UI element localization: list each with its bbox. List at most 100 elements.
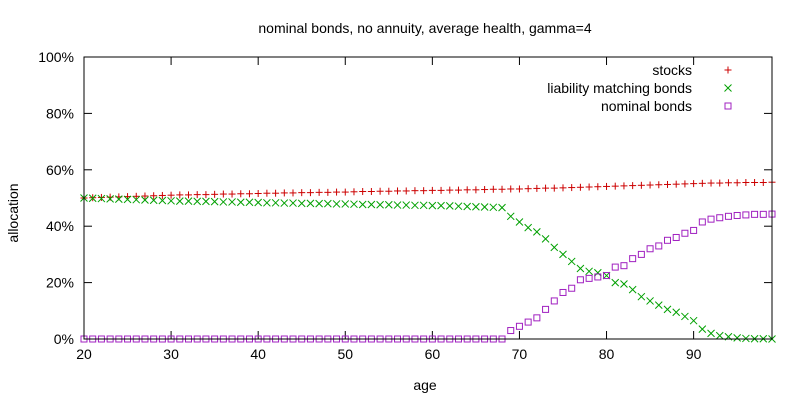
- stocks-point: [611, 182, 619, 190]
- liability-matching-bonds-point: [402, 201, 411, 209]
- legend: stocks liability matching bonds nominal bo…: [547, 62, 732, 114]
- stocks-point: [629, 182, 637, 190]
- liability-matching-bonds-point: [445, 202, 454, 210]
- nominal-bonds-point: [620, 262, 628, 270]
- liability-matching-bonds-point: [141, 196, 149, 204]
- stocks-point: [132, 192, 140, 200]
- stocks-point: [437, 186, 445, 194]
- liability-matching-bonds-point: [97, 194, 106, 203]
- liability-matching-bonds-point: [236, 198, 245, 207]
- y-axis-label: allocation: [5, 183, 21, 242]
- liability-matching-bonds-point: [245, 198, 254, 207]
- liability-matching-bonds-point: [167, 196, 175, 205]
- stocks-point: [306, 189, 314, 197]
- nominal-bonds-point: [742, 211, 750, 219]
- stocks-point: [167, 191, 175, 199]
- nominal-bonds-point: [759, 210, 767, 218]
- liability-matching-bonds-point: [88, 194, 97, 203]
- x-tick-label: 80: [599, 346, 615, 362]
- liability-matching-bonds-point: [620, 280, 628, 288]
- legend-label: stocks: [652, 62, 692, 78]
- stocks-point: [707, 179, 715, 187]
- stocks-point: [228, 190, 236, 198]
- liability-matching-bonds-point: [419, 201, 428, 210]
- nominal-bonds-point: [698, 218, 706, 226]
- liability-matching-bonds-point: [637, 292, 646, 301]
- liability-matching-bonds-point: [158, 196, 167, 205]
- nominal-bonds-point: [603, 272, 611, 280]
- liability-matching-bonds-point: [559, 250, 567, 259]
- data-marks: [80, 178, 776, 343]
- liability-matching-bonds-point: [742, 334, 750, 343]
- liability-matching-bonds-point: [498, 203, 506, 212]
- stocks-point: [272, 189, 280, 197]
- y-tick-label: 40%: [46, 218, 74, 234]
- liability-matching-bonds-point: [698, 325, 707, 333]
- liability-matching-bonds-point: [184, 197, 193, 205]
- stocks-point: [637, 181, 645, 189]
- stocks-point: [603, 182, 611, 190]
- liability-matching-bonds-point: [114, 195, 123, 203]
- nominal-bonds-point: [515, 322, 523, 330]
- stocks-point: [489, 185, 497, 193]
- liability-matching-bonds-point: [132, 195, 141, 204]
- stocks-point: [533, 184, 541, 192]
- stocks-point: [141, 192, 149, 200]
- stocks-point: [690, 180, 698, 188]
- liability-matching-bonds-point: [437, 201, 445, 210]
- stocks-point: [202, 191, 210, 199]
- nominal-bonds-point: [611, 263, 619, 271]
- liability-matching-bonds-point: [289, 199, 297, 207]
- liability-matching-bonds-point: [611, 278, 620, 287]
- liability-matching-bonds-point: [228, 198, 236, 206]
- liability-matching-bonds-point: [175, 197, 184, 205]
- stocks-point: [376, 187, 384, 195]
- stocks-point: [341, 188, 349, 196]
- x-tick-label: 30: [163, 346, 179, 362]
- stocks-point: [367, 188, 375, 196]
- stocks-point: [446, 186, 454, 194]
- x-axis-label: age: [413, 377, 437, 393]
- stocks-point: [315, 188, 323, 196]
- liability-matching-bonds-point: [149, 196, 158, 205]
- legend-label: liability matching bonds: [547, 80, 692, 96]
- liability-matching-bonds-point: [733, 334, 742, 342]
- y-tick-label: 80%: [46, 105, 74, 121]
- liability-matching-bonds-point: [524, 223, 533, 232]
- liability-matching-bonds-point: [463, 202, 472, 211]
- stocks-point: [672, 180, 680, 188]
- liability-matching-bonds-point: [367, 200, 376, 209]
- nominal-bonds-point: [568, 284, 576, 292]
- liability-matching-bonds-point: [315, 199, 323, 208]
- stocks-point: [420, 187, 428, 195]
- stocks-point: [742, 178, 750, 186]
- stocks-point: [211, 190, 219, 198]
- liability-matching-bonds-point: [297, 199, 306, 208]
- liability-matching-bonds-point: [567, 257, 576, 266]
- liability-matching-bonds-point: [358, 200, 367, 209]
- nominal-bonds-point: [681, 229, 689, 237]
- liability-matching-bonds-point: [280, 199, 289, 207]
- stocks-point: [524, 185, 532, 193]
- liability-matching-bonds-point: [715, 331, 724, 340]
- liability-matching-bonds-point: [341, 200, 350, 208]
- stocks-point: [585, 183, 593, 191]
- x-tick-label: 90: [686, 346, 702, 362]
- liability-matching-bonds-point: [193, 197, 202, 206]
- stocks-point: [402, 187, 410, 195]
- liability-matching-bonds-point: [533, 227, 541, 236]
- stocks-point: [359, 188, 367, 196]
- stocks-point: [428, 186, 436, 194]
- stocks-point: [254, 189, 262, 197]
- y-tick-label: 0%: [54, 331, 74, 347]
- stocks-point: [576, 183, 584, 191]
- liability-matching-bonds-point: [681, 312, 689, 321]
- stocks-point: [385, 187, 393, 195]
- stocks-point: [681, 180, 689, 188]
- nominal-bonds-point: [585, 274, 593, 282]
- stocks-point: [97, 193, 105, 201]
- series-nominal-bonds: [80, 210, 776, 343]
- stocks-point: [237, 190, 245, 198]
- stocks-point: [733, 179, 741, 187]
